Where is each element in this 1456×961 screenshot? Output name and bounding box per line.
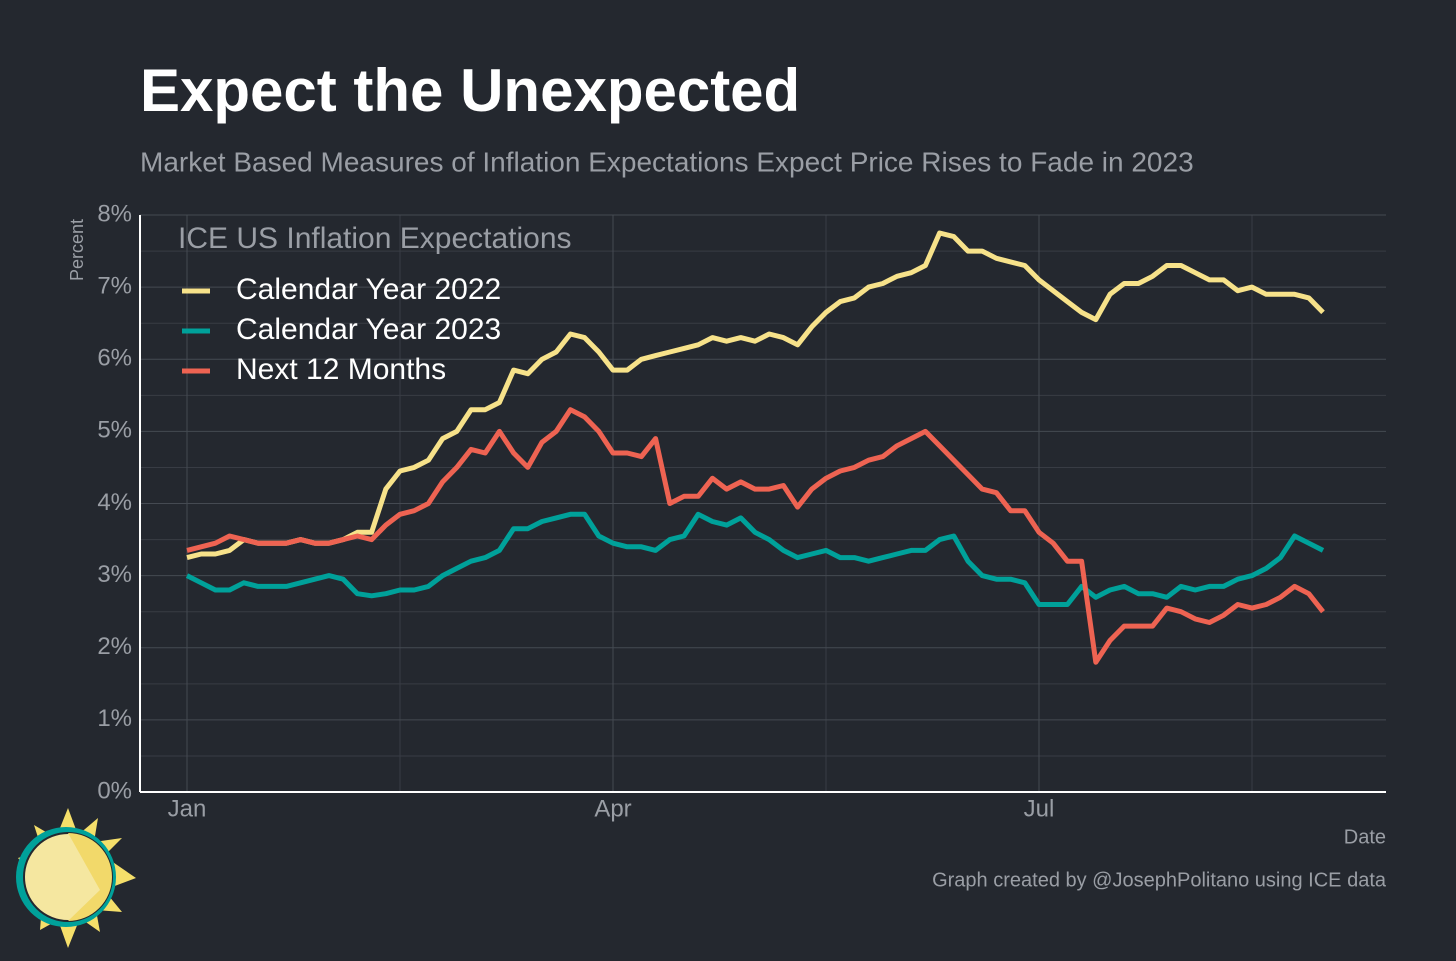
series-line (186, 230, 1325, 561)
legend-label: Calendar Year 2022 (236, 273, 501, 306)
logo (16, 808, 136, 948)
y-tick-label: 7% (97, 272, 132, 299)
series-line (185, 511, 1325, 607)
y-tick-label: 2% (97, 633, 132, 660)
x-tick-label: Jan (168, 795, 207, 822)
legend-title: ICE US Inflation Expectations (178, 222, 572, 255)
y-axis-label: Percent (67, 219, 87, 281)
x-tick-label: Jul (1024, 795, 1055, 822)
legend-label: Next 12 Months (236, 353, 446, 386)
y-tick-label: 3% (97, 561, 132, 588)
chart-subtitle: Market Based Measures of Inflation Expec… (140, 146, 1194, 177)
y-tick-label: 4% (97, 489, 132, 516)
series-line (186, 407, 1325, 665)
y-tick-label: 6% (97, 345, 132, 372)
y-tick-label: 8% (97, 200, 132, 227)
chart-title: Expect the Unexpected (140, 57, 800, 124)
x-axis-label: Date (1344, 826, 1386, 848)
y-tick-label: 1% (97, 705, 132, 732)
caption: Graph created by @JosephPolitano using I… (932, 869, 1387, 891)
y-tick-label: 0% (97, 777, 132, 804)
x-tick-label: Apr (594, 795, 631, 822)
y-tick-label: 5% (97, 417, 132, 444)
legend-label: Calendar Year 2023 (236, 313, 501, 346)
